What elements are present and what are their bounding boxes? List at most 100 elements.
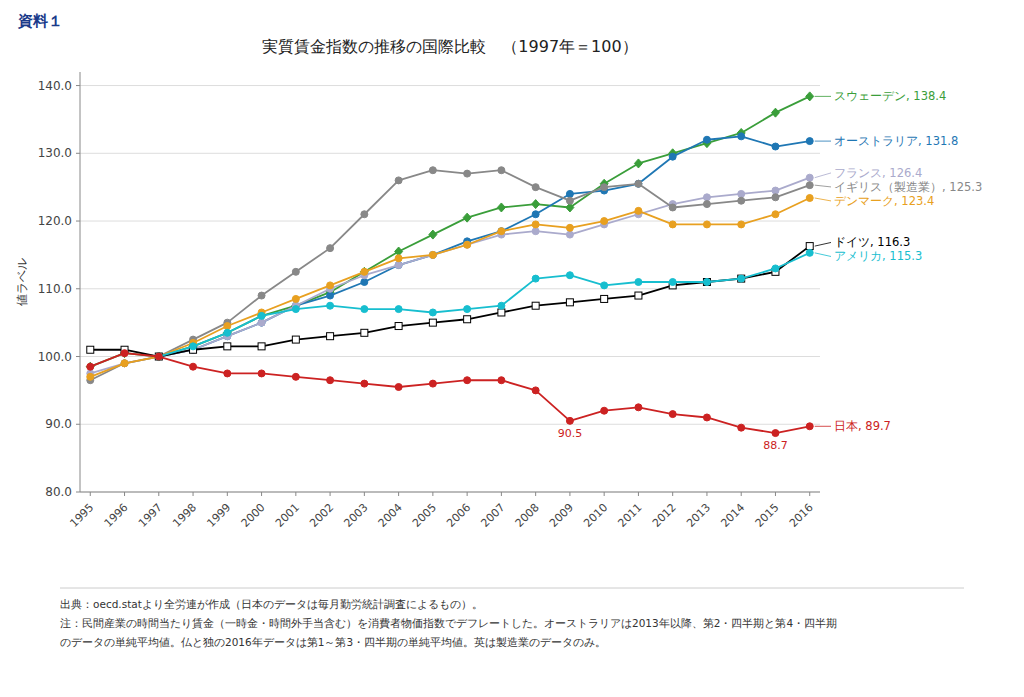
series-point (429, 251, 436, 258)
series-point (429, 230, 437, 239)
series (87, 243, 813, 360)
series-point (327, 292, 334, 299)
series (87, 167, 813, 384)
series-point (327, 333, 334, 340)
series-point (155, 353, 162, 360)
series-point (429, 251, 436, 258)
series-point (224, 370, 231, 377)
series-point (772, 211, 779, 218)
x-tick-label: 2001 (273, 501, 302, 530)
label-leader (815, 141, 831, 142)
annotation: 88.7 (763, 439, 788, 452)
x-tick (261, 492, 262, 496)
x-tick-label: 1996 (102, 501, 131, 530)
series-label: 日本, 89.7 (834, 419, 891, 433)
series-point (463, 213, 471, 222)
x-tick (535, 492, 536, 496)
annotation: 90.5 (558, 427, 583, 440)
series-point (806, 249, 813, 256)
grid-line (80, 153, 820, 154)
series-point (532, 275, 539, 282)
series-line (90, 246, 809, 356)
series-point (772, 143, 779, 150)
label-leader (815, 96, 831, 97)
grid (80, 86, 820, 492)
series-point (497, 203, 505, 212)
series-point (292, 268, 299, 275)
chart: 資料１実質賃金指数の推移の国際比較 （1997年＝100）80.090.0100… (0, 0, 1024, 697)
series-point (395, 384, 402, 391)
series-point (498, 228, 505, 235)
series-point (635, 292, 642, 299)
series-point (738, 133, 745, 140)
series-point (327, 282, 334, 289)
x-tick (638, 492, 639, 496)
series-point (566, 272, 573, 279)
series-point (190, 343, 197, 350)
x-tick (672, 492, 673, 496)
series-point (772, 194, 779, 201)
series-point (498, 167, 505, 174)
series-point (601, 218, 608, 225)
series-point (634, 159, 642, 168)
y-axis-label: 値ラベル (15, 258, 29, 306)
x-tick (501, 492, 502, 496)
series-point (772, 265, 779, 272)
series-point (532, 387, 539, 394)
series-point (635, 279, 642, 286)
series-point (361, 268, 368, 275)
series-point (258, 312, 265, 319)
series-point (532, 184, 539, 191)
y-tick (76, 492, 80, 493)
series-point (190, 363, 197, 370)
series-point (669, 411, 676, 418)
x-tick (90, 492, 91, 496)
series-point (703, 279, 710, 286)
x-tick (124, 492, 125, 496)
series-point (155, 353, 162, 360)
grid-line (80, 492, 820, 493)
series (155, 249, 813, 360)
series-point (738, 190, 745, 197)
x-tick (193, 492, 194, 496)
series-point (703, 221, 710, 228)
series-point (635, 207, 642, 214)
series-line (159, 253, 810, 357)
y-tick (76, 221, 80, 222)
series-label: スウェーデン, 138.4 (834, 89, 946, 103)
footnote-rule (60, 588, 964, 589)
series-point (498, 228, 505, 235)
series-point (703, 414, 710, 421)
x-tick (809, 492, 810, 496)
y-tick (76, 424, 80, 425)
series-point (464, 241, 471, 248)
series-point (258, 292, 265, 299)
footnote: のデータの単純平均値。仏と独の2016年データは第1～第3・四半期の単純平均値。… (60, 636, 606, 648)
x-tick-label: 2011 (616, 501, 645, 530)
series-line (90, 178, 809, 374)
series-point (806, 243, 813, 250)
series-point (361, 380, 368, 387)
series-point (464, 377, 471, 384)
y-axis-line (80, 72, 81, 492)
series-point (87, 373, 94, 380)
series-point (327, 245, 334, 252)
series-point (806, 174, 813, 181)
y-tick (76, 85, 80, 86)
series-point (738, 221, 745, 228)
label-leader (815, 426, 831, 427)
x-tick-label: 1999 (204, 501, 233, 530)
x-tick-label: 1997 (136, 501, 165, 530)
series-point (464, 241, 471, 248)
series-point (669, 153, 676, 160)
series-point (87, 363, 94, 370)
x-tick-label: 2007 (479, 501, 508, 530)
series-label: デンマーク, 123.4 (834, 194, 934, 208)
series-point (224, 323, 231, 330)
x-tick-label: 2006 (444, 501, 473, 530)
series-line (159, 136, 810, 356)
series-point (806, 182, 813, 189)
series-line (90, 353, 809, 433)
series-point (669, 204, 676, 211)
series-point (806, 423, 813, 430)
